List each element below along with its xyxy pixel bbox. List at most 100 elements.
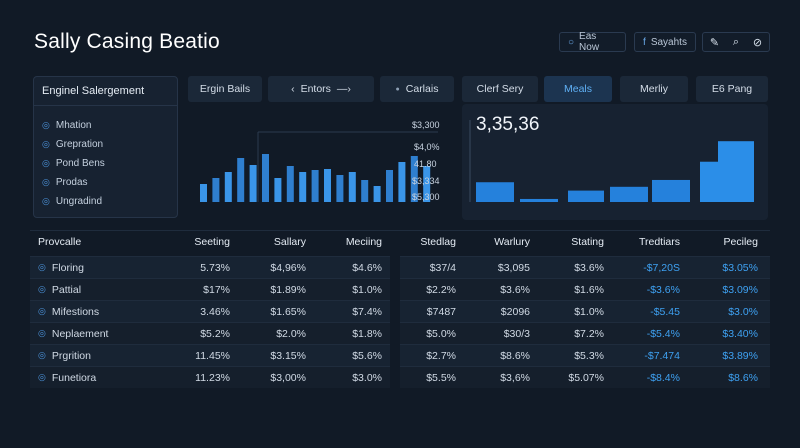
table-cell: $5.07%: [568, 371, 604, 384]
circle-icon: ◎: [42, 196, 50, 206]
sidebar-item[interactable]: ◎ Prodas: [42, 173, 169, 192]
right-bar-chart: 3,35,36: [462, 104, 768, 220]
table-row[interactable]: $2.7% $8.6% $5.3% -$7.474 $3.89%: [400, 344, 770, 366]
tab-meals[interactable]: Meals: [544, 76, 612, 102]
tab-merliy[interactable]: Merliy: [620, 76, 688, 102]
edit-icon[interactable]: ✎: [709, 36, 720, 49]
table-cell: -$5.45: [650, 305, 680, 318]
column-header[interactable]: Meciing: [345, 236, 382, 248]
table-cell: $3.0%: [728, 305, 758, 318]
bar: [200, 184, 207, 202]
table-cell: -$7.474: [644, 349, 680, 362]
sidebar-item-label: Prodas: [55, 177, 88, 188]
row-label: ◎ Neplaement: [30, 328, 150, 340]
table-row[interactable]: ◎ Neplaement $5.2% $2.0% $1.8%: [30, 322, 390, 344]
bar: [336, 175, 344, 202]
sidebar-item[interactable]: ◎ Ungradind: [42, 192, 169, 211]
table-cell: $3.0%: [352, 371, 382, 384]
table-cell: -$7,20S: [643, 261, 680, 274]
table-cell: $5.3%: [574, 349, 604, 362]
table-cell: $3,095: [497, 261, 530, 274]
table-cell: $2.2%: [426, 283, 456, 296]
table-cell: $1.0%: [352, 283, 382, 296]
table-cell: $7.2%: [574, 327, 604, 340]
table-cell: $1.8%: [352, 327, 382, 340]
table-row[interactable]: ◎ Prgrition 11.45% $3.15% $5.6%: [30, 344, 390, 366]
table-row[interactable]: ◎ Mifestions 3.46% $1.65% $7.4%: [30, 300, 390, 322]
table-cell: $8.6%: [728, 371, 758, 384]
eas-now-button[interactable]: ○ Eas Now: [559, 31, 626, 53]
bar: [286, 166, 294, 202]
table-row[interactable]: ◎ Funetiora 11.23% $3,00% $3.0%: [30, 366, 390, 388]
tab-carlais[interactable]: ● Carlais: [380, 76, 454, 102]
table-cell: $5.0%: [426, 327, 456, 340]
link-icon[interactable]: ⊘: [752, 36, 763, 49]
table-row[interactable]: ◎ Pattial $17% $1.89% $1.0%: [30, 278, 390, 300]
table-cell: $1.89%: [270, 283, 306, 296]
search-icon[interactable]: ⌕: [732, 35, 740, 48]
table-cell: $5.2%: [200, 327, 230, 340]
facebook-icon: f: [643, 36, 646, 48]
sayahts-button[interactable]: f Sayahts: [634, 32, 696, 52]
arrow-right-icon[interactable]: —›: [336, 83, 351, 95]
table-cell: $5.5%: [426, 371, 456, 384]
table-cell: $3.89%: [722, 349, 758, 362]
chevron-left-icon[interactable]: ‹: [291, 83, 295, 95]
sidebar-item[interactable]: ◎ Grepration: [42, 135, 169, 154]
bar: [224, 172, 232, 202]
sidebar: Enginel Salergement ◎ Mhation ◎ Grepration…: [33, 76, 178, 218]
table-cell: -$5.4%: [646, 327, 680, 340]
bar: [262, 154, 269, 202]
table-row[interactable]: $2.2% $3.6% $1.6% -$3.6% $3.09%: [400, 278, 770, 300]
table-row[interactable]: $37/4 $3,095 $3.6% -$7,20S $3.05%: [400, 256, 770, 278]
sidebar-item-label: Mhation: [55, 120, 92, 131]
table-cell: -$3.6%: [646, 283, 680, 296]
sidebar-item[interactable]: ◎ Mhation: [42, 116, 169, 135]
tab-e6-pang[interactable]: E6 Pang: [696, 76, 768, 102]
column-header[interactable]: Sallary: [273, 236, 306, 248]
column-header[interactable]: Stating: [571, 236, 604, 248]
bar: [274, 178, 282, 202]
row-label: ◎ Funetiora: [30, 372, 150, 384]
column-header[interactable]: Tredtiars: [638, 236, 680, 248]
circle-icon: ◎: [38, 372, 46, 382]
table-cell: 5.73%: [200, 261, 230, 274]
sidebar-item[interactable]: ◎ Pond Bens: [42, 154, 169, 173]
table-row[interactable]: $5.5% $3,6% $5.07% -$8.4% $8.6%: [400, 366, 770, 388]
bar-7: [718, 141, 754, 202]
table-cell: $17%: [203, 283, 230, 296]
column-header[interactable]: Warlury: [494, 236, 530, 248]
right-table: Stedlag Warlury Stating Tredtiars Pecile…: [400, 228, 770, 388]
chart-label: $5,300: [412, 192, 440, 202]
divider: [30, 230, 770, 231]
sayahts-label: Sayahts: [650, 36, 687, 48]
bar: [299, 172, 307, 202]
bar: [398, 162, 406, 202]
bar: [237, 158, 245, 202]
left-chart-svg: [200, 131, 438, 202]
table-header: Stedlag Warlury Stating Tredtiars Pecile…: [400, 228, 770, 256]
table-row[interactable]: $5.0% $30/3 $7.2% -$5.4% $3.40%: [400, 322, 770, 344]
table-header: Provcalle Seeting Sallary Meciing: [30, 228, 390, 256]
bar: [212, 178, 220, 202]
column-header[interactable]: Provcalle: [38, 236, 82, 248]
table-row[interactable]: ◎ Floring 5.73% $4,96% $4.6%: [30, 256, 390, 278]
table-cell: $1.65%: [270, 305, 306, 318]
chart-axis: [257, 131, 438, 202]
table-cell: $37/4: [429, 261, 456, 274]
table-cell: $1.6%: [574, 283, 604, 296]
table-cell: $7487: [426, 305, 456, 318]
column-header[interactable]: Stedlag: [420, 236, 456, 248]
column-header[interactable]: Pecileg: [723, 236, 758, 248]
table-row[interactable]: $7487 $2096 $1.0% -$5.45 $3.0%: [400, 300, 770, 322]
chart-label: $3,300: [412, 120, 440, 130]
toolbar-icons: ✎ ⌕ ⊘: [702, 32, 770, 52]
column-header[interactable]: Seeting: [194, 236, 230, 248]
tab-ergin-bails[interactable]: Ergin Bails: [188, 76, 262, 102]
chart-label: $4,0%: [414, 142, 440, 152]
tab-entors[interactable]: ‹ Entors —›: [268, 76, 374, 102]
left-bar-chart: $3,300 $4,0% 41.80 $3,334 $5,300: [188, 110, 448, 220]
tab-clerf-sery[interactable]: Clerf Sery: [462, 76, 538, 102]
table-cell: $8.6%: [500, 349, 530, 362]
row-label: ◎ Floring: [30, 262, 150, 274]
